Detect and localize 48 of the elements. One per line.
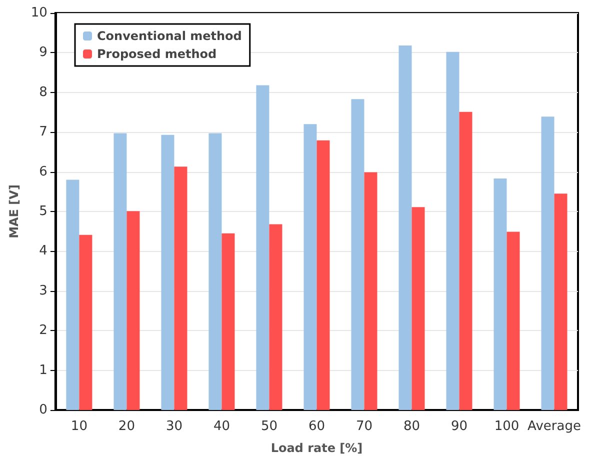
bar [554,194,568,410]
y-tick-label: 8 [39,84,48,100]
y-tick-label: 5 [39,204,48,219]
x-tick-label: 40 [213,419,230,434]
bar [446,52,460,410]
bar [459,112,472,410]
bar [208,133,222,410]
bar [494,178,507,410]
y-tick-label: 10 [30,6,48,20]
y-axis-title: MAE [V] [7,184,21,238]
x-tick-label: 30 [166,419,182,434]
bar [304,124,317,410]
bar [316,140,330,410]
x-tick-label: 10 [70,419,88,434]
bar [161,134,174,410]
y-tick-label: 6 [39,164,48,180]
y-tick-label: 4 [39,244,48,259]
bar [364,172,378,410]
x-tick-label: Average [528,419,581,434]
y-tick-label: 1 [39,362,48,378]
bar [114,133,127,410]
bar [79,234,92,410]
bar [541,116,554,410]
x-tick-label: 20 [118,419,135,434]
bar [222,233,235,410]
legend-label: Proposed method [97,47,217,61]
bar [351,99,364,410]
x-tick-label: 90 [450,419,468,434]
bar [506,232,520,410]
y-tick-label: 0 [39,402,48,418]
x-tick-label: 70 [356,419,372,434]
x-tick-label: 80 [403,419,420,434]
y-tick-label: 9 [39,45,48,60]
bar [412,207,425,410]
legend-label: Conventional method [97,29,242,43]
bar [174,166,188,410]
x-tick-label: 60 [308,419,325,434]
x-axis-title: Load rate [%] [270,441,363,455]
y-tick-label: 2 [39,323,48,338]
bar [269,224,282,410]
bar [256,85,270,410]
y-tick-label: 3 [39,283,48,298]
x-tick-label: 50 [260,419,278,434]
x-tick-label: 100 [494,419,520,434]
bar [126,211,140,410]
bar [66,180,80,410]
bar [398,46,412,410]
y-tick-label: 7 [39,124,48,140]
